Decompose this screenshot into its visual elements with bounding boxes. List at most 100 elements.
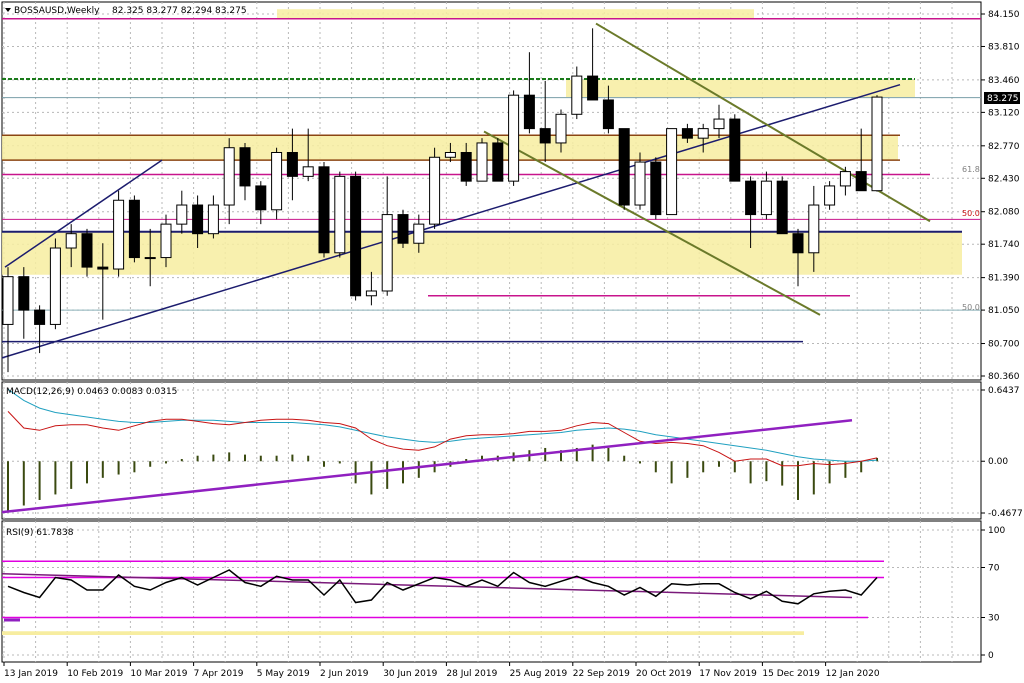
bear-candle [681,128,693,139]
y-tick-label: 82.430 [988,174,1020,184]
ohlc-label: 82.325 83.277 82.294 83.275 [112,6,247,16]
trendline [1,83,901,359]
bear-candle [729,118,741,182]
bull-candle [2,276,14,325]
bear-candle [523,94,535,130]
rsi-series [1,560,884,635]
bear-candle [239,147,251,187]
bull-candle [413,223,425,244]
x-tick-label: 20 Oct 2019 [636,669,692,679]
bull-candle [697,128,709,139]
bull-candle [207,204,219,235]
x-tick-label: 10 Mar 2019 [130,669,187,679]
time-axis: 13 Jan 2019 10 Feb 2019 10 Mar 2019 7 Apr 2… [3,662,880,679]
bear-candle [602,99,614,130]
x-tick-label: 28 Jul 2019 [446,669,497,679]
bear-candle [492,142,504,182]
rsi-label: RSI(9) 61.7838 [6,528,74,538]
bear-candle [97,266,109,270]
bull-candle [429,156,441,225]
fib-label-50-upper: 50.0 [962,209,980,218]
x-tick-label: 30 Jun 2019 [383,669,437,679]
bull-candle [444,151,456,158]
macd-tick-label: 0.00 [988,457,1008,467]
macd-signal-line [7,411,878,467]
bear-candle [650,161,662,216]
bear-candle [318,166,330,254]
bear-candle [618,128,630,206]
bull-candle [476,142,488,182]
fib-label-61-8: 61.8 [962,165,980,174]
bear-candle [539,128,551,144]
macd-trendline [1,419,853,514]
current-price-tag [984,92,1020,104]
bear-candle [587,75,599,101]
bull-candle [49,247,61,325]
rsi-zone [2,631,804,635]
x-tick-label: 25 Aug 2019 [510,669,568,679]
trendline [4,159,163,268]
bull-candle [65,233,77,249]
bull-candle [176,204,188,225]
y-tick-label: 83.460 [988,76,1020,86]
bull-candle [713,118,725,130]
rsi-marker [4,618,20,622]
bear-candle [81,233,93,268]
support-resistance-zone [566,79,915,98]
y-tick-label: 83.120 [988,108,1020,118]
bull-candle [381,214,393,292]
macd-main-line [7,388,878,462]
bull-candle [271,151,283,211]
x-tick-label: 12 Jan 2020 [826,669,880,679]
x-tick-label: 10 Feb 2019 [67,669,123,679]
rsi-tick-label: 0 [988,651,994,661]
macd-label: MACD(12,26,9) 0.0463 0.0083 0.0315 [6,387,177,397]
symbol-label: BOSSAUSD,Weekly [14,6,100,16]
bull-candle [634,161,646,206]
bear-candle [128,199,140,259]
y-tick-label: 81.740 [988,240,1020,250]
x-tick-label: 7 Apr 2019 [194,669,244,679]
rsi-tick-label: 70 [988,564,1000,574]
bull-candle [555,113,567,144]
rsi-line [7,569,878,605]
x-tick-label: 2 Jun 2019 [320,669,369,679]
trendline [483,130,821,316]
bear-candle [34,309,46,325]
rsi-tick-label: 100 [988,526,1005,536]
y-tick-label: 81.390 [988,274,1020,284]
bear-candle [460,151,472,182]
x-tick-label: 5 May 2019 [257,669,310,679]
bear-candle [855,171,867,192]
bull-candle [571,75,583,115]
y-tick-label: 83.810 [988,42,1020,52]
macd-series [1,388,878,514]
bear-candle [745,180,757,216]
bull-candle [223,147,235,206]
bear-candle [192,204,204,235]
bear-candle [350,175,362,297]
bull-candle [334,175,346,254]
bull-candle [839,171,851,187]
y-tick-label: 80.360 [988,372,1020,382]
menu-triangle-icon[interactable] [5,8,11,12]
bear-candle [255,185,267,211]
bear-candle [792,233,804,254]
rsi-panel-frame [1,520,982,663]
bull-candle [113,199,125,270]
bear-candle [286,151,298,177]
x-tick-label: 22 Sep 2019 [573,669,630,679]
price-panel-frame [1,1,982,381]
y-tick-label: 82.080 [988,208,1020,218]
bull-candle [144,257,156,260]
macd-tick-label: -0.4677 [988,509,1023,519]
bull-candle [760,180,772,216]
bear-candle [397,214,409,244]
bull-candle [302,166,314,177]
x-tick-label: 13 Jan 2019 [4,669,58,679]
x-tick-label: 15 Dec 2019 [762,669,820,679]
current-price-value: 83.275 [987,94,1019,104]
macd-panel-frame [1,381,982,520]
y-tick-label: 84.150 [988,10,1020,20]
rsi-tick-label: 30 [988,614,1000,624]
